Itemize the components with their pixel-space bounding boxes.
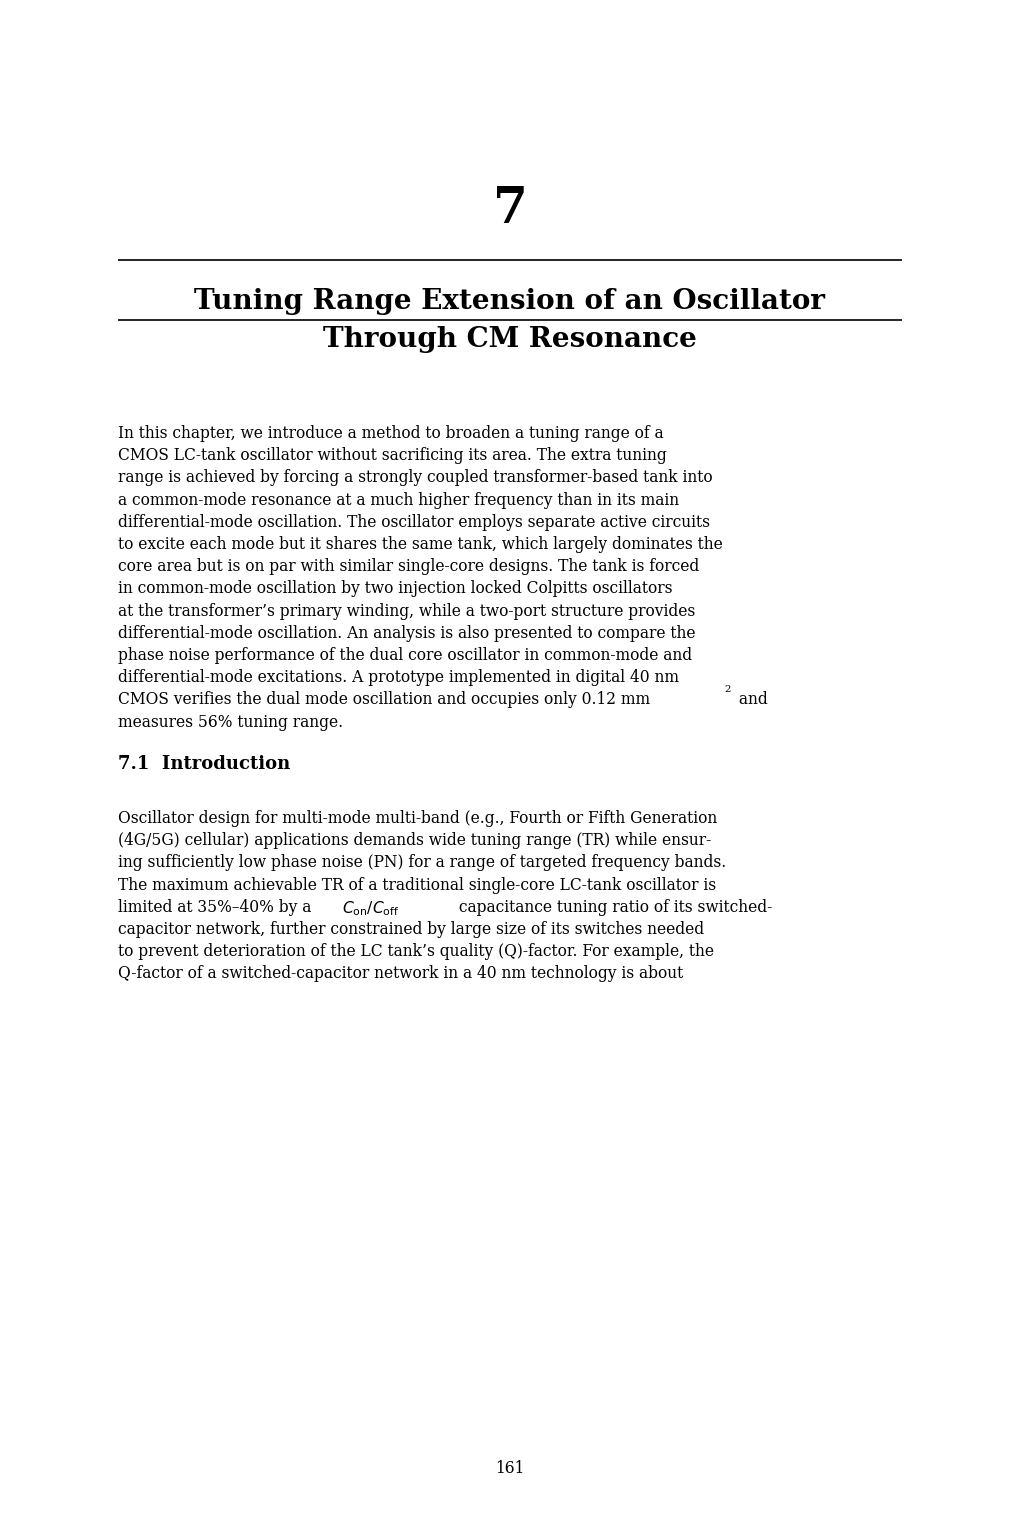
Text: at the transformer’s primary winding, while a two-port structure provides: at the transformer’s primary winding, wh… (118, 603, 695, 620)
Text: ing sufficiently low phase noise (PN) for a range of targeted frequency bands.: ing sufficiently low phase noise (PN) fo… (118, 854, 726, 872)
Text: 161: 161 (495, 1460, 524, 1476)
Text: phase noise performance of the dual core oscillator in common-mode and: phase noise performance of the dual core… (118, 647, 692, 664)
Text: Q-factor of a switched-capacitor network in a 40 nm technology is about: Q-factor of a switched-capacitor network… (118, 965, 683, 982)
Text: capacitor network, further constrained by large size of its switches needed: capacitor network, further constrained b… (118, 921, 703, 938)
Text: to prevent deterioration of the LC tank’s quality (Q)-factor. For example, the: to prevent deterioration of the LC tank’… (118, 942, 713, 961)
Text: Through CM Resonance: Through CM Resonance (323, 326, 696, 353)
Text: differential-mode excitations. A prototype implemented in digital 40 nm: differential-mode excitations. A prototy… (118, 669, 679, 685)
Text: $C_{\mathrm{on}}/C_{\mathrm{off}}$: $C_{\mathrm{on}}/C_{\mathrm{off}}$ (341, 898, 398, 918)
Text: differential-mode oscillation. An analysis is also presented to compare the: differential-mode oscillation. An analys… (118, 624, 695, 641)
Text: CMOS verifies the dual mode oscillation and occupies only 0.12 mm: CMOS verifies the dual mode oscillation … (118, 692, 649, 708)
Text: a common-mode resonance at a much higher frequency than in its main: a common-mode resonance at a much higher… (118, 491, 679, 508)
Text: and: and (734, 692, 767, 708)
Text: Oscillator design for multi-mode multi-band (e.g., Fourth or Fifth Generation: Oscillator design for multi-mode multi-b… (118, 809, 716, 828)
Text: differential-mode oscillation. The oscillator employs separate active circuits: differential-mode oscillation. The oscil… (118, 514, 709, 531)
Text: (4G/5G) cellular) applications demands wide tuning range (TR) while ensur-: (4G/5G) cellular) applications demands w… (118, 832, 710, 849)
Text: to excite each mode but it shares the same tank, which largely dominates the: to excite each mode but it shares the sa… (118, 536, 722, 552)
Text: in common-mode oscillation by two injection locked Colpitts oscillators: in common-mode oscillation by two inject… (118, 580, 672, 597)
Text: 7: 7 (492, 185, 527, 234)
Text: The maximum achievable TR of a traditional single-core LC-tank oscillator is: The maximum achievable TR of a tradition… (118, 877, 715, 894)
Text: 2: 2 (723, 685, 731, 693)
Text: 7.1  Introduction: 7.1 Introduction (118, 754, 290, 773)
Text: In this chapter, we introduce a method to broaden a tuning range of a: In this chapter, we introduce a method t… (118, 425, 663, 442)
Text: Tuning Range Extension of an Oscillator: Tuning Range Extension of an Oscillator (195, 288, 824, 315)
Text: core area but is on par with similar single-core designs. The tank is forced: core area but is on par with similar sin… (118, 558, 699, 575)
Text: measures 56% tuning range.: measures 56% tuning range. (118, 713, 342, 731)
Text: capacitance tuning ratio of its switched-: capacitance tuning ratio of its switched… (453, 898, 771, 916)
Text: range is achieved by forcing a strongly coupled transformer-based tank into: range is achieved by forcing a strongly … (118, 470, 712, 487)
Text: CMOS LC-tank oscillator without sacrificing its area. The extra tuning: CMOS LC-tank oscillator without sacrific… (118, 447, 666, 464)
Text: limited at 35%–40% by a: limited at 35%–40% by a (118, 898, 316, 916)
